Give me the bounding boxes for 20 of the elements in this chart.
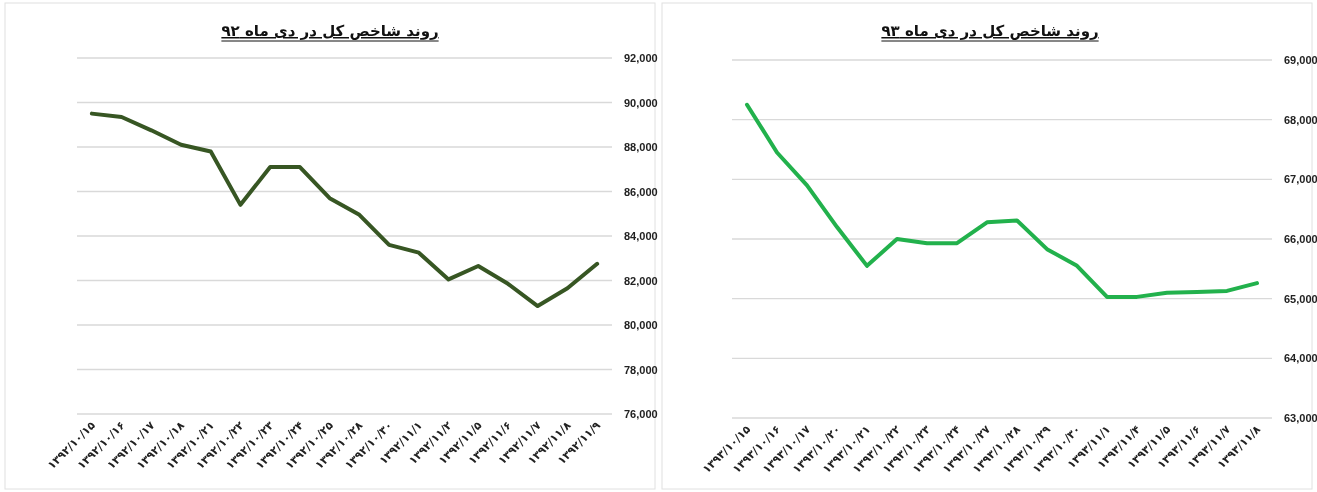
line-series — [745, 102, 1259, 299]
y-tick-label: 67,000 — [1284, 173, 1317, 186]
y-tick-label: 63,000 — [1284, 412, 1317, 424]
y-tick-label: 84,000 — [624, 230, 658, 242]
y-tick-label: 68,000 — [1284, 113, 1317, 126]
y-tick-label: 82,000 — [624, 274, 658, 287]
y-tick-label: 65,000 — [1284, 292, 1317, 305]
line-series — [89, 111, 600, 309]
y-tick-label: 69,000 — [1284, 54, 1317, 66]
y-tick-label: 80,000 — [624, 319, 658, 331]
y-tick-label: 64,000 — [1284, 352, 1317, 365]
y-tick-label: 88,000 — [624, 141, 658, 153]
y-tick-label: 66,000 — [1284, 233, 1317, 245]
y-tick-label: 90,000 — [624, 96, 658, 109]
y-tick-label: 76,000 — [624, 408, 658, 420]
chart-title: روند شاخص کل در دی ماه ۹۳ — [881, 22, 1099, 40]
chart-title: روند شاخص کل در دی ماه ۹۲ — [221, 22, 439, 40]
y-tick-label: 78,000 — [624, 363, 658, 376]
y-tick-label: 92,000 — [624, 52, 658, 64]
y-tick-label: 86,000 — [624, 185, 658, 198]
